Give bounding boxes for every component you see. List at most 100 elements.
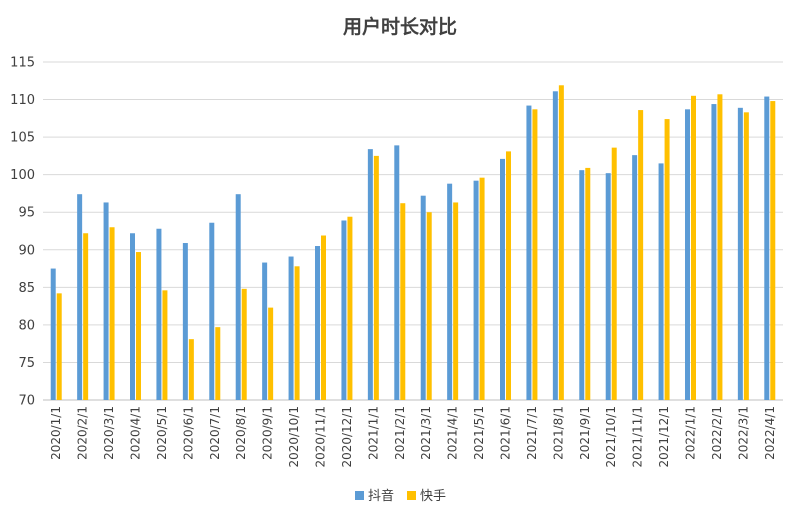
bar-douyin-2021/12/1 [658,163,664,400]
bar-kuaishou-2020/12/1 [347,216,353,400]
x-tick-label: 2020/5/1 [155,406,169,460]
legend-label-douyin: 抖音 [368,488,394,504]
x-tick-label: 2021/4/1 [446,406,460,460]
bar-douyin-2020/5/1 [156,228,162,400]
x-tick-label: 2020/7/1 [208,406,222,460]
bar-kuaishou-2021/6/1 [506,151,511,400]
bar-douyin-2021/7/1 [526,105,532,400]
x-tick-label: 2020/10/1 [287,406,301,468]
y-tick-label: 90 [18,243,35,258]
x-axis-tick-labels: 2020/1/1 2020/2/1 2020/3/1 2020/4/1 2020/5/1… [49,406,777,468]
bar-kuaishou-2020/11/1 [321,235,326,400]
legend-label-kuaishou: 快手 [420,489,446,504]
legend-swatch-douyin [355,491,364,500]
bar-kuaishou-2022/4/1 [770,101,776,401]
x-tick-label: 2020/11/1 [314,406,328,468]
y-tick-label: 95 [18,206,35,221]
bar-douyin-2020/1/1 [50,268,56,400]
bar-douyin-2022/4/1 [764,96,770,400]
bar-douyin-2021/1/1 [367,149,373,400]
x-tick-label: 2020/6/1 [181,406,195,460]
x-tick-label: 2021/8/1 [551,406,565,460]
x-tick-label: 2020/12/1 [340,406,354,468]
y-tick-label: 115 [10,56,35,71]
y-tick-label: 110 [10,93,35,108]
y-tick-label: 75 [18,356,35,371]
bar-kuaishou-2022/1/1 [691,95,696,401]
y-tick-label: 85 [18,281,35,296]
bar-kuaishou-2021/11/1 [638,110,644,401]
x-tick-label: 2020/8/1 [234,406,248,460]
x-tick-label: 2022/2/1 [710,406,724,460]
bar-kuaishou-2021/1/1 [373,155,379,400]
gridlines [43,61,783,401]
bar-kuaishou-2021/4/1 [453,202,459,400]
bar-kuaishou-2021/12/1 [664,119,670,400]
bar-kuaishou-2020/4/1 [136,252,141,400]
y-axis-tick-labels: 70 75 80 85 90 95 100 105 110 115 [10,56,35,409]
bar-kuaishou-2020/10/1 [294,266,300,400]
bar-douyin-2021/5/1 [473,180,479,400]
x-tick-label: 2022/1/1 [684,406,698,460]
y-tick-label: 80 [18,318,35,333]
bar-douyin-2021/11/1 [632,155,638,400]
bar-kuaishou-2020/6/1 [188,339,194,400]
bar-douyin-2021/3/1 [420,195,426,400]
bar-kuaishou-2020/7/1 [215,327,221,400]
bar-douyin-2021/10/1 [605,173,611,400]
bar-douyin-2020/4/1 [130,233,135,400]
bar-douyin-2020/12/1 [341,220,347,400]
x-tick-label: 2020/9/1 [261,406,275,460]
bar-douyin-2020/3/1 [103,202,109,400]
legend: 抖音 快手 [355,488,446,504]
bar-kuaishou-2021/8/1 [558,85,564,400]
x-tick-label: 2021/12/1 [657,406,671,468]
bar-douyin-2020/2/1 [77,194,83,400]
x-tick-label: 2021/9/1 [578,406,592,460]
bar-kuaishou-2020/3/1 [109,227,115,400]
bar-kuaishou-2021/9/1 [585,167,591,400]
bar-kuaishou-2020/2/1 [83,233,89,400]
bar-kuaishou-2021/5/1 [479,177,485,400]
y-tick-label: 100 [10,168,35,183]
bar-kuaishou-2022/3/1 [743,112,749,400]
x-tick-label: 2020/3/1 [102,406,116,460]
y-tick-label: 105 [10,131,35,146]
bar-kuaishou-2021/7/1 [532,109,538,400]
bar-douyin-2020/10/1 [288,256,294,400]
bar-kuaishou-2022/2/1 [717,94,723,400]
bar-douyin-2020/7/1 [209,222,215,400]
bar-douyin-2021/4/1 [447,183,453,400]
bar-douyin-2020/6/1 [182,243,188,400]
bars [50,85,776,401]
bar-douyin-2021/8/1 [552,91,558,400]
bar-kuaishou-2021/10/1 [611,147,617,400]
x-tick-label: 2021/11/1 [631,406,645,468]
bar-douyin-2021/9/1 [579,170,585,400]
bar-douyin-2021/6/1 [500,158,505,400]
x-tick-label: 2021/5/1 [472,406,486,460]
x-tick-label: 2021/2/1 [393,406,407,460]
bar-kuaishou-2020/8/1 [241,288,247,400]
bar-douyin-2022/3/1 [737,107,743,400]
bar-kuaishou-2021/2/1 [400,203,406,400]
x-tick-label: 2021/1/1 [366,406,380,460]
bar-douyin-2022/1/1 [685,109,690,400]
bar-douyin-2020/9/1 [262,262,268,400]
x-tick-label: 2021/3/1 [419,406,433,460]
chart-title: 用户时长对比 [343,15,457,38]
x-tick-label: 2021/7/1 [525,406,539,460]
bar-kuaishou-2021/3/1 [426,212,432,400]
x-tick-label: 2020/4/1 [129,406,143,460]
bar-kuaishou-2020/5/1 [162,290,168,400]
x-tick-label: 2020/2/1 [76,406,90,460]
bar-kuaishou-2020/1/1 [56,293,62,400]
bar-douyin-2021/2/1 [394,145,400,400]
x-tick-label: 2021/6/1 [499,406,513,460]
bar-kuaishou-2020/9/1 [268,307,274,400]
x-tick-label: 2020/1/1 [49,406,63,460]
bar-douyin-2020/8/1 [235,194,241,400]
legend-swatch-kuaishou [407,491,416,500]
x-tick-label: 2021/10/1 [604,406,618,468]
